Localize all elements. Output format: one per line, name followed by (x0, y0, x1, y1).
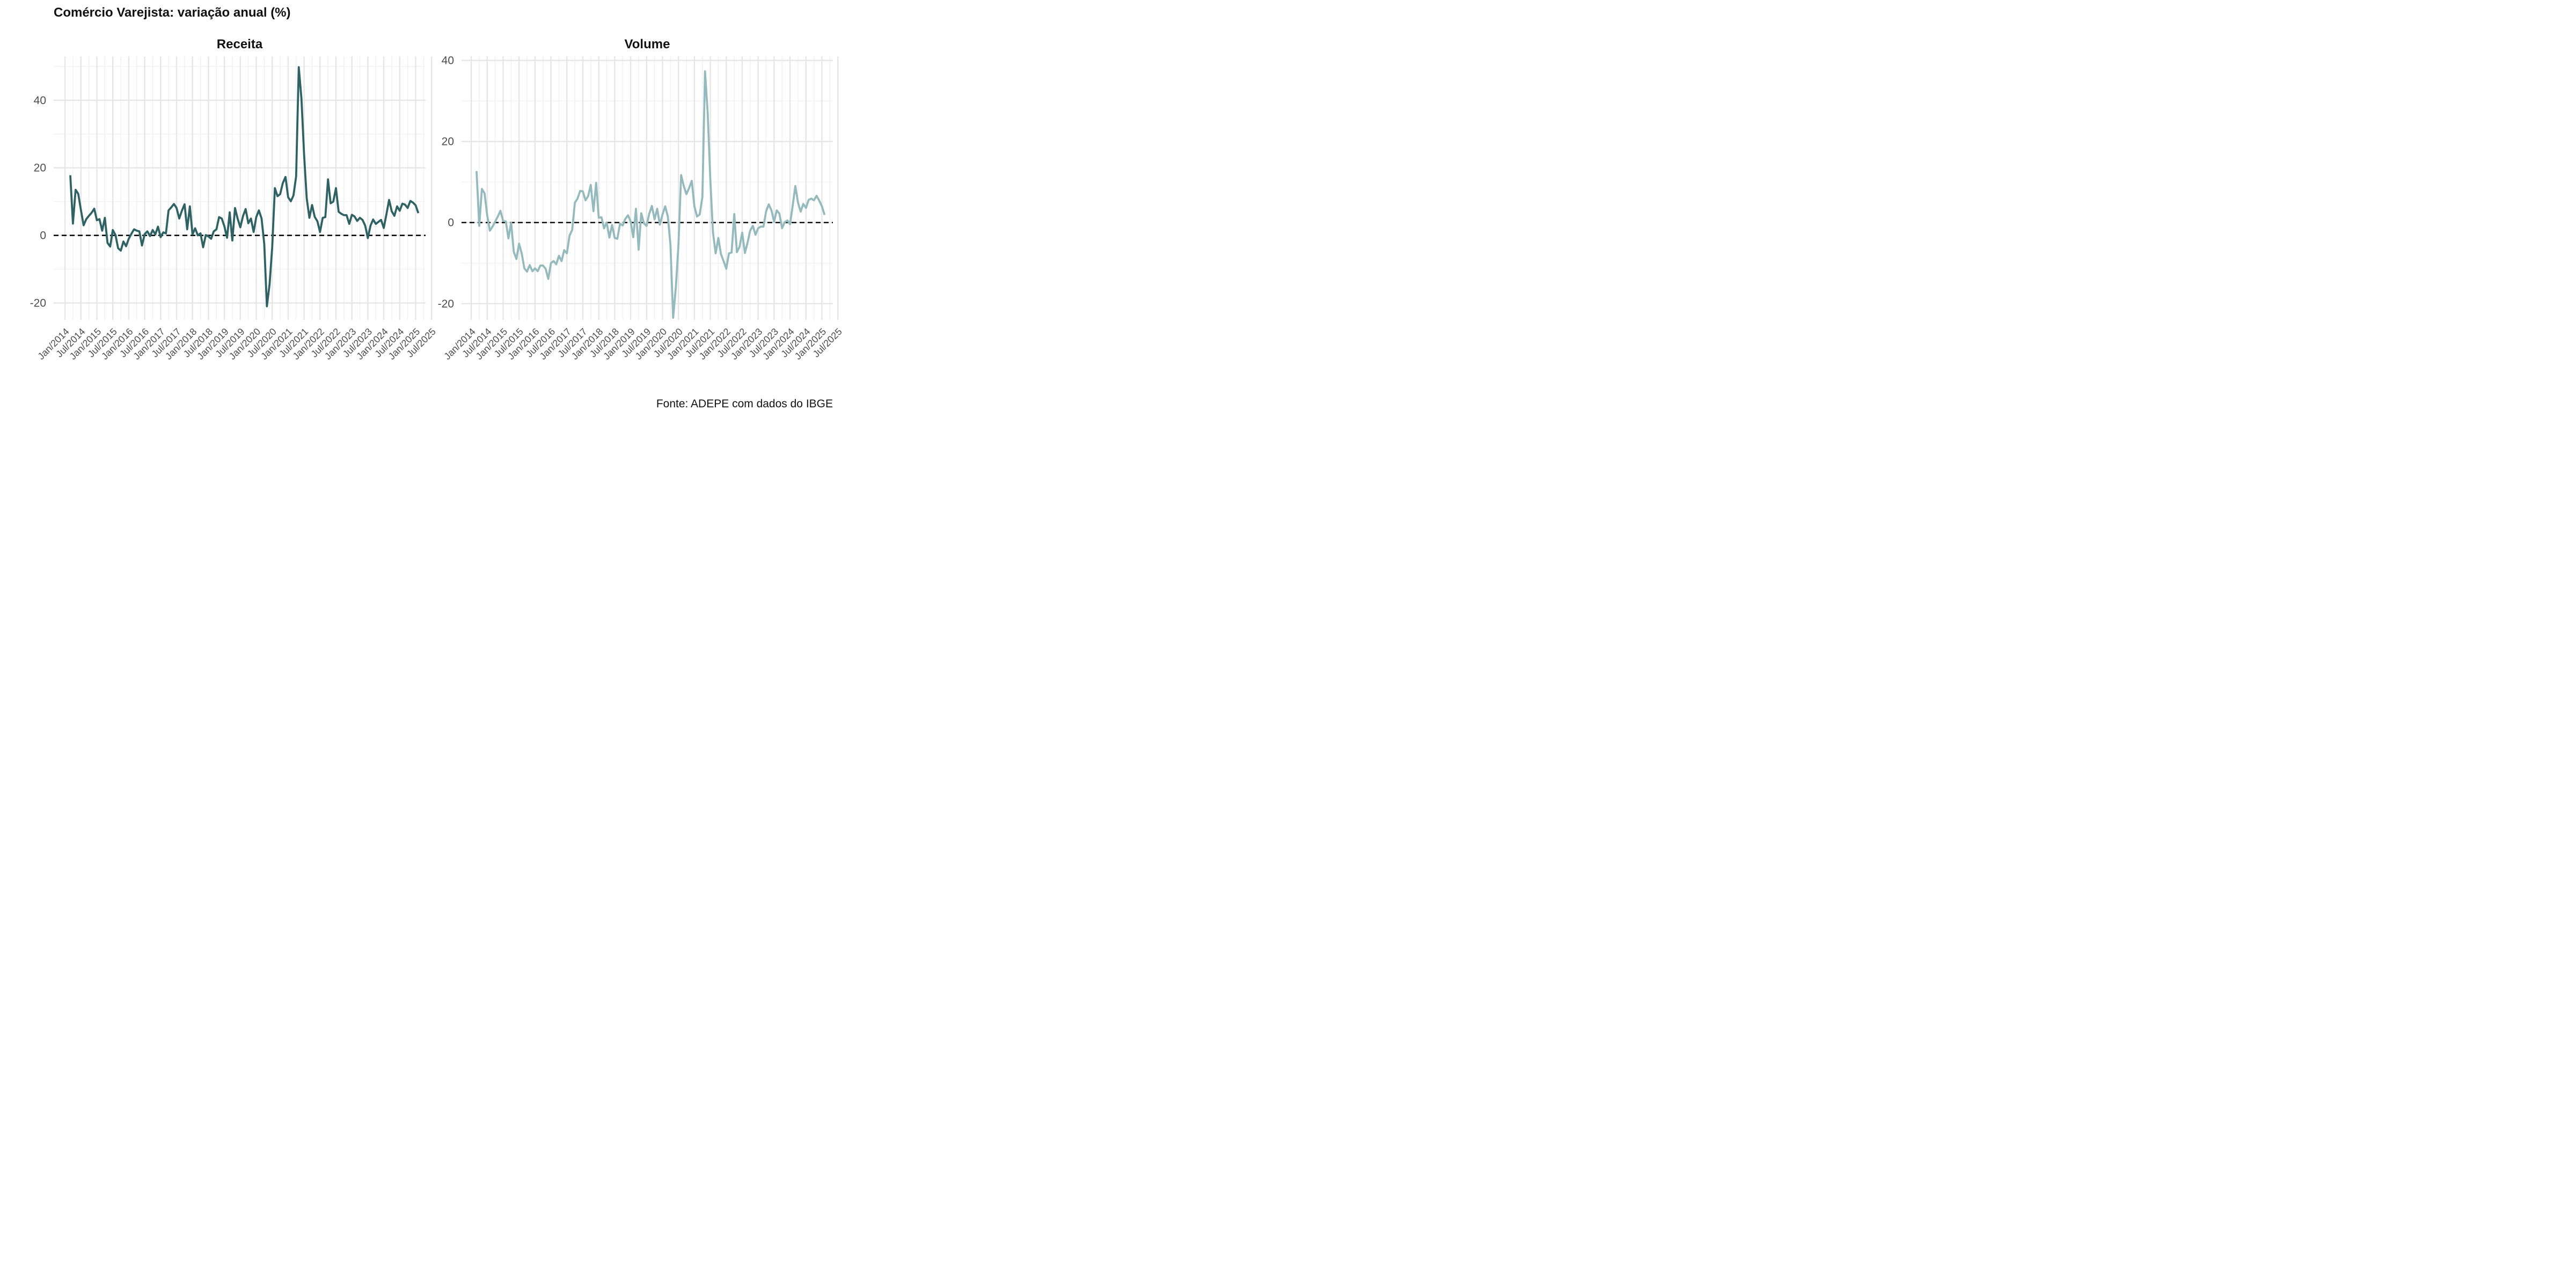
y-tick-label-volume: 20 (442, 136, 454, 148)
y-tick-label-volume: 0 (448, 217, 454, 229)
y-tick-label-volume: -20 (438, 298, 454, 310)
series-line-receita (69, 66, 420, 308)
y-tick-label-receita: -20 (30, 297, 46, 310)
grid-receita (54, 56, 433, 320)
panel-volume: Volume -2002040Jan/2014Jul/2014Jan/2015J… (438, 37, 841, 362)
caption-source: Fonte: ADEPE com dados do IBGE (656, 398, 833, 410)
y-tick-label-receita: 0 (40, 230, 46, 242)
panel-receita: Receita -2002040Jan/2014Jul/2014Jan/2015… (30, 37, 438, 362)
y-tick-label-receita: 40 (34, 94, 46, 107)
chart-area: Receita -2002040Jan/2014Jul/2014Jan/2015… (30, 37, 841, 362)
panel-title-volume: Volume (625, 37, 670, 52)
y-tick-label-receita: 20 (34, 162, 46, 174)
chart-title: Comércio Varejista: variação anual (%) (54, 5, 291, 20)
series-line-volume (475, 70, 826, 319)
y-tick-label-volume: 40 (442, 55, 454, 67)
panel-title-receita: Receita (217, 37, 263, 52)
grid-volume (462, 56, 839, 320)
